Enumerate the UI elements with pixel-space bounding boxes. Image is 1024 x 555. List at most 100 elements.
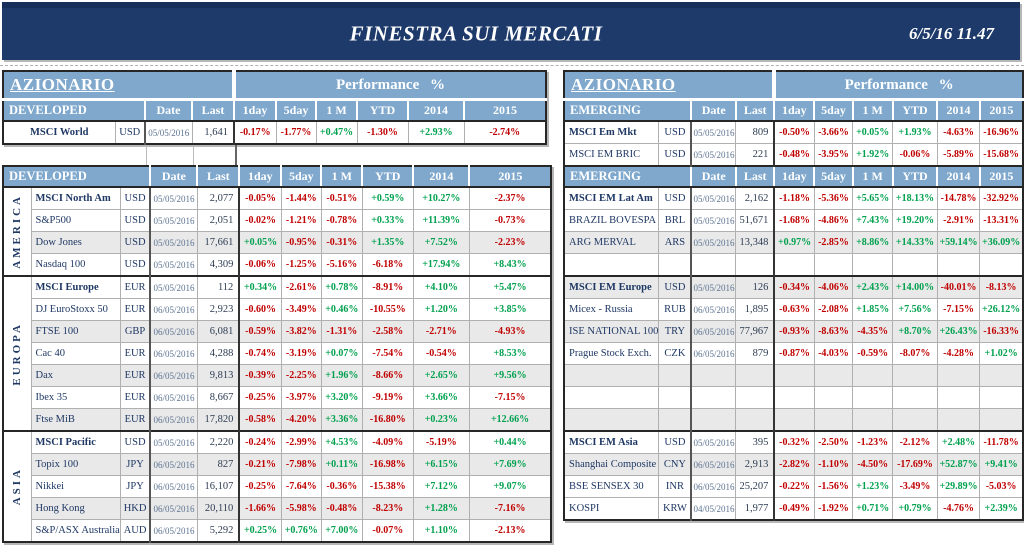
page-break-line [0,65,1024,66]
date-cell [690,364,737,387]
perf-cell [852,253,894,277]
column-header-row: EMERGING Date Last 1day 5day 1 M YTD 201… [564,165,1024,188]
col-header-date: Date [144,99,193,122]
perf-cell: +3.36% [320,408,363,432]
perf-cell [892,386,938,409]
col-header-date: Date [690,165,737,188]
perf-cell: -0.31% [320,231,363,254]
perf-cell: +4.10% [412,275,470,299]
index-name-cell: ARG MERVAL [563,231,660,254]
performance-header: Performance % [772,70,1024,101]
index-name-cell: MSCI Em Mkt [563,120,660,144]
perf-cell [892,408,938,432]
perf-cell: -5.98% [280,497,322,520]
perf-cell: -7.54% [361,342,414,365]
perf-cell [852,386,894,409]
index-row: Ibex 35 EUR 06/05/2016 8,667 -0.25% -3.97% +3.… [3,386,552,409]
perf-cell: +0.07% [320,342,363,365]
perf-cell: +0.76% [280,519,322,543]
index-row: MSCI EM Asia USD 05/05/2016 395 -0.32% -2.50%… [563,430,1024,454]
perf-cell: -0.32% [773,430,815,454]
tbody-world: MSCI World USD 05/05/2016 1,641 -0.17% -1.77%… [2,120,547,145]
perf-cell: -2.74% [463,120,547,145]
perf-cell: -1.30% [356,120,409,145]
perf-cell: +11.39% [412,209,470,232]
section-title: AZIONARIO [10,75,115,94]
index-row: MSCI Em Mkt USD 05/05/2016 809 -0.50% -3.66% +… [563,120,1024,144]
col-header-1day: 1day [773,165,815,188]
perf-cell: +2.65% [412,364,470,387]
last-cell [735,364,775,387]
index-row: Ftse MiB EUR 06/05/2016 17,820 -0.58% -4.20% +… [3,408,552,432]
index-row: Dow Jones USD 05/05/2016 17,661 +0.05% -0.95%… [3,231,552,254]
page-title: FINESTRA SUI MERCATI [349,21,603,46]
date-cell: 05/05/2016 [149,186,198,210]
section-title-row: AZIONARIO Performance % [563,70,1024,101]
perf-cell: -8.07% [892,342,938,365]
perf-cell: -0.06% [892,143,938,167]
last-cell: 879 [735,342,775,365]
perf-cell: +7.43% [852,209,894,232]
perf-cell: +4.53% [320,430,363,454]
perf-cell: -15.68% [979,143,1024,167]
col-header-date: Date [690,99,737,122]
col-header-2014: 2014 [412,165,470,188]
perf-cell: -0.54% [412,342,470,365]
index-row: AMERICA MSCI North Am USD 05/05/2016 2,077 -0… [2,186,552,277]
col-header-1day: 1day [233,99,277,122]
perf-cell: -8.63% [813,320,854,343]
developed-panel: AZIONARIO Performance % DEVELOPED Date L… [2,70,553,543]
perf-cell: -2.82% [773,453,815,476]
index-name-cell: S&P/ASX Australia [30,519,121,543]
currency-cell [658,408,692,432]
table-gap [2,145,545,165]
last-cell: 51,671 [735,209,775,232]
perf-cell: -1.68% [773,209,815,232]
col-header-1m: 1 M [851,99,894,122]
index-row: MSCI EM Lat Am USD 05/05/2016 2,162 -1.18% -5… [563,186,1024,210]
perf-cell: -2.85% [813,231,854,254]
date-cell: 06/05/2016 [690,320,737,343]
last-cell: 2,220 [196,430,240,454]
gridline [235,145,237,165]
index-name-cell: MSCI EM Europe [563,275,660,299]
currency-cell: USD [658,430,692,454]
currency-cell: EUR [119,342,151,365]
date-cell: 06/05/2016 [690,342,737,365]
date-cell: 05/05/2016 [690,143,737,167]
perf-cell: -0.07% [361,519,414,543]
date-cell: 06/05/2016 [149,298,198,321]
perf-cell: +1.20% [412,298,470,321]
currency-cell: USD [119,253,151,277]
perf-cell: -0.06% [238,253,282,277]
perf-cell: -0.59% [238,320,282,343]
last-cell: 1,977 [735,497,775,521]
index-row: Prague Stock Exch. CZK 06/05/2016 879 -0.87%… [563,342,1024,365]
empty-row [563,408,1024,432]
perf-cell: -3.97% [280,386,322,409]
perf-cell: -8.66% [361,364,414,387]
index-name-cell: Topix 100 [30,453,121,476]
perf-cell: -4.20% [280,408,322,432]
section-title-cell: AZIONARIO [563,70,775,101]
perf-cell: -0.48% [773,143,815,167]
column-header-row: DEVELOPED Date Last 1day 5day 1 M YTD 20… [3,165,552,188]
perf-cell: -0.39% [238,364,282,387]
index-name-cell: Nikkei [30,475,121,498]
perf-cell: -0.25% [238,386,282,409]
perf-cell: -1.31% [320,320,363,343]
perf-cell: +18.13% [892,186,938,210]
last-cell: 16,107 [196,475,240,498]
perf-cell: +17.94% [412,253,470,277]
perf-cell: +2.48% [936,430,981,454]
currency-cell: TRY [658,320,692,343]
perf-cell: +14.00% [892,275,938,299]
perf-cell: +36.09% [979,231,1024,254]
perf-cell: -0.05% [238,186,282,210]
index-row: Dax EUR 06/05/2016 9,813 -0.39% -2.25% +1.96% -… [3,364,552,387]
currency-cell [658,364,692,387]
currency-cell: USD [658,143,692,167]
date-cell: 05/05/2016 [149,430,198,454]
index-name-cell: Hong Kong [30,497,121,520]
perf-cell [852,364,894,387]
